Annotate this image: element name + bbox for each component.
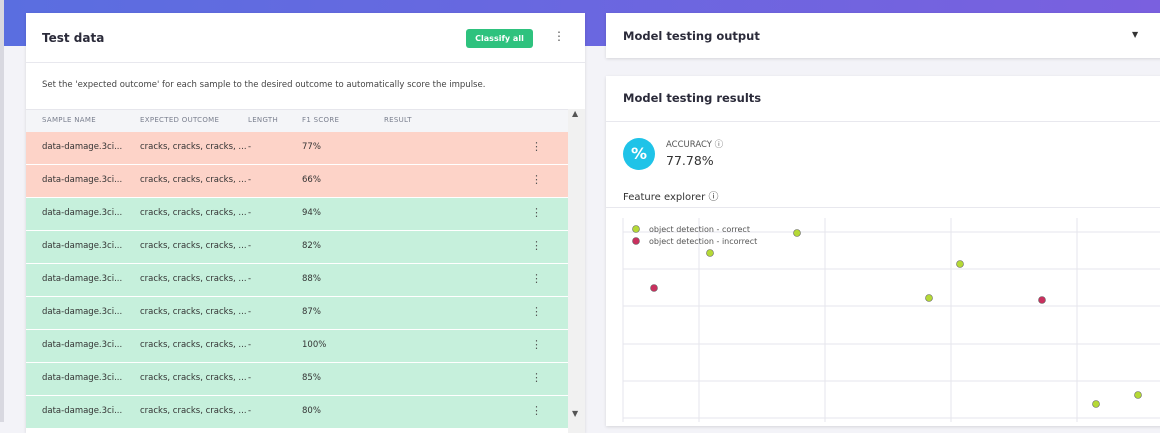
legend-marker	[632, 225, 640, 233]
output-panel[interactable]: Model testing output ▼	[606, 13, 1160, 58]
table-cell: data-damage.3ci...	[42, 274, 123, 284]
table-cell: data-damage.3ci...	[42, 208, 123, 218]
divider	[606, 121, 1160, 122]
table-cell: data-damage.3ci...	[42, 340, 123, 350]
table-cell: 85%	[302, 373, 321, 383]
column-header: RESULT	[384, 116, 412, 124]
column-header: EXPECTED OUTCOME	[140, 116, 220, 124]
column-header: LENGTH	[248, 116, 279, 124]
table-cell: 88%	[302, 274, 321, 284]
table-cell: -	[248, 340, 252, 350]
table-cell: data-damage.3ci...	[42, 175, 123, 185]
row-menu[interactable]: ⋮	[531, 206, 542, 219]
table-cell: -	[248, 307, 252, 317]
row-menu[interactable]: ⋮	[531, 140, 542, 153]
divider	[606, 207, 1160, 208]
table-row: data-damage.3ci... cracks, cracks, cracks…	[26, 231, 568, 264]
table-cell: -	[248, 208, 252, 218]
table-row: data-damage.3ci... cracks, cracks, cracks…	[26, 132, 568, 165]
row-menu[interactable]: ⋮	[531, 338, 542, 351]
table-row: data-damage.3ci... cracks, cracks, cracks…	[26, 363, 568, 396]
table-cell: -	[248, 241, 252, 251]
table-cell: cracks, cracks, cracks, ...	[140, 175, 247, 185]
table-row: data-damage.3ci... cracks, cracks, cracks…	[26, 198, 568, 231]
legend-label: object detection - incorrect	[649, 237, 757, 246]
table-cell: data-damage.3ci...	[42, 241, 123, 251]
row-menu[interactable]: ⋮	[531, 371, 542, 384]
column-header: SAMPLE NAME	[42, 116, 96, 124]
table-cell: cracks, cracks, cracks, ...	[140, 208, 247, 218]
table-row: data-damage.3ci... cracks, cracks, cracks…	[26, 297, 568, 330]
accuracy-label: ACCURACY ⓘ	[666, 140, 724, 150]
table-cell: -	[248, 175, 252, 185]
table-cell: 100%	[302, 340, 327, 350]
table-cell: 80%	[302, 406, 321, 416]
dropdown-caret: ▼	[1132, 30, 1139, 39]
table-cell: 87%	[302, 307, 321, 317]
table-cell: -	[248, 142, 252, 152]
classify-all-button[interactable]: Classify all	[466, 29, 533, 48]
row-menu[interactable]: ⋮	[531, 173, 542, 186]
row-menu[interactable]: ⋮	[531, 305, 542, 318]
table-cell: cracks, cracks, cracks, ...	[140, 373, 247, 383]
table-row: data-damage.3ci... cracks, cracks, cracks…	[26, 396, 568, 429]
accuracy-value: 77.78%	[666, 153, 714, 168]
table-cell: 94%	[302, 208, 321, 218]
table-cell: -	[248, 373, 252, 383]
table-row: data-damage.3ci... cracks, cracks, cracks…	[26, 165, 568, 198]
description: Set the 'expected outcome' for each samp…	[42, 80, 486, 90]
row-menu[interactable]: ⋮	[531, 272, 542, 285]
table-cell: data-damage.3ci...	[42, 373, 123, 383]
sidebar-edge	[0, 0, 4, 422]
table-cell: -	[248, 406, 252, 416]
table-cell: data-damage.3ci...	[42, 406, 123, 416]
table-cell: 82%	[302, 241, 321, 251]
legend-marker	[632, 237, 640, 245]
accuracy-icon: %	[623, 138, 655, 170]
table-cell: cracks, cracks, cracks, ...	[140, 142, 247, 152]
divider	[26, 62, 585, 63]
row-menu[interactable]: ⋮	[531, 404, 542, 417]
table-cell: cracks, cracks, cracks, ...	[140, 274, 247, 284]
results-panel: Model testing results % ACCURACY ⓘ 77.78…	[606, 76, 1160, 426]
test-data-panel: Test data Classify all ⋮ Set the 'expect…	[26, 13, 585, 433]
panel-title: Model testing results	[623, 91, 762, 105]
scrollbar[interactable]: ▲ ▼	[568, 109, 585, 433]
table-cell: cracks, cracks, cracks, ...	[140, 406, 247, 416]
table-cell: cracks, cracks, cracks, ...	[140, 241, 247, 251]
menu-icon[interactable]: ⋮	[553, 29, 565, 43]
table-cell: -	[248, 274, 252, 284]
panel-title: Test data	[42, 31, 105, 45]
table-cell: cracks, cracks, cracks, ...	[140, 340, 247, 350]
feature-explorer-title: Feature explorer ⓘ	[623, 192, 719, 203]
table-header: SAMPLE NAME EXPECTED OUTCOME LENGTH F1 SCOR…	[26, 109, 568, 132]
table-cell: cracks, cracks, cracks, ...	[140, 307, 247, 317]
table-cell: 66%	[302, 175, 321, 185]
column-header: F1 SCORE	[302, 116, 340, 124]
panel-title: Model testing output	[623, 29, 760, 43]
legend-label: object detection - correct	[649, 225, 750, 234]
button-label: Classify all	[475, 34, 524, 43]
table-cell: 77%	[302, 142, 321, 152]
table-cell: data-damage.3ci...	[42, 142, 123, 152]
row-menu[interactable]: ⋮	[531, 239, 542, 252]
table-row: data-damage.3ci... cracks, cracks, cracks…	[26, 264, 568, 297]
feature-explorer-plot: object detection - correct object detecti…	[622, 218, 1160, 422]
table-cell: data-damage.3ci...	[42, 307, 123, 317]
table-row: data-damage.3ci... cracks, cracks, cracks…	[26, 330, 568, 363]
